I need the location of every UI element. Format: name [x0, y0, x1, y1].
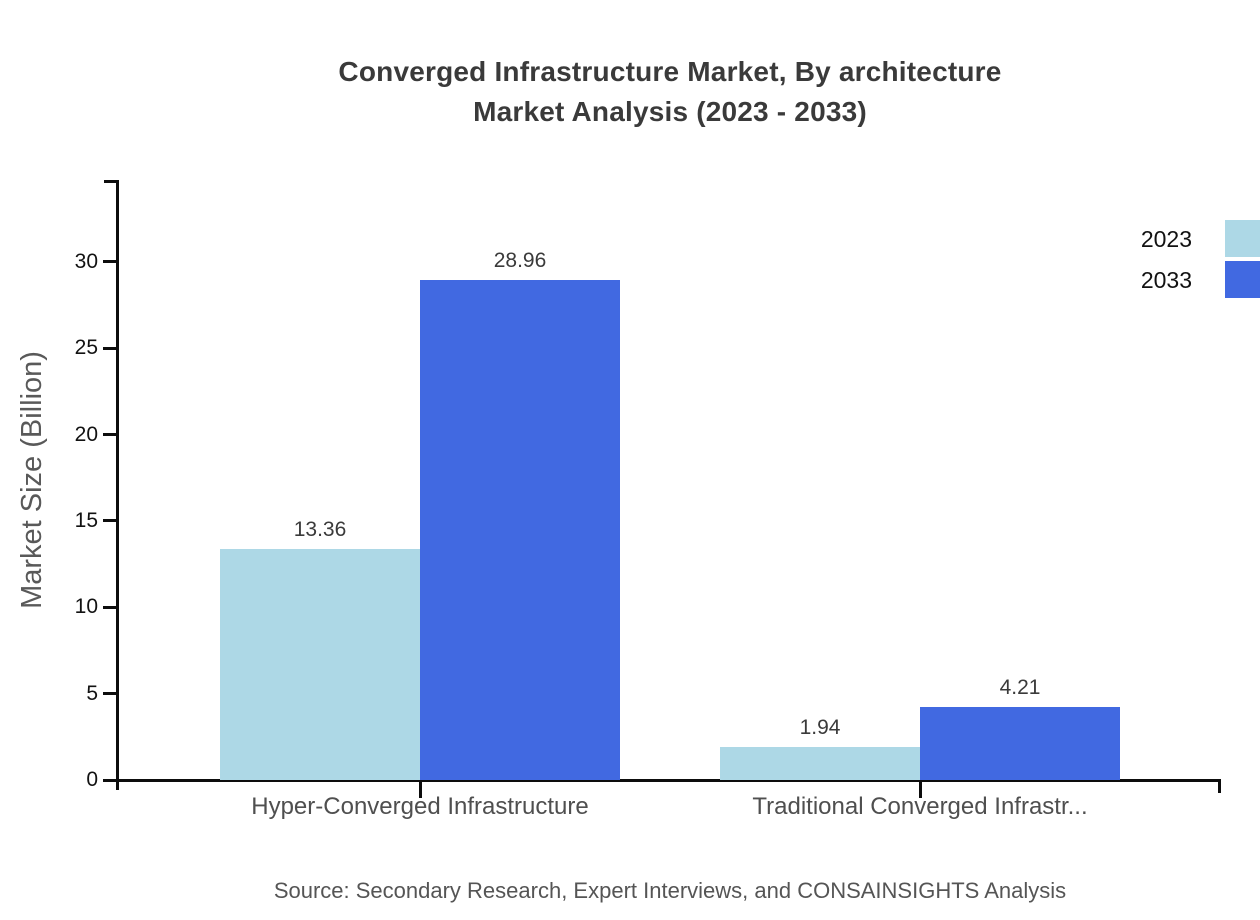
bar-value-label: 1.94 — [799, 715, 841, 739]
source-note: Source: Secondary Research, Expert Inter… — [273, 878, 1067, 903]
y-tick — [103, 692, 117, 696]
bar-value-label: 4.21 — [999, 676, 1041, 700]
bar-2033-cat0 — [420, 279, 620, 780]
y-tick-label: 15 — [74, 508, 98, 532]
y-axis-end-tick — [104, 180, 119, 183]
x-axis-line — [103, 779, 1221, 782]
y-tick — [103, 260, 117, 264]
chart-title-line2: Market Analysis (2023 - 2033) — [473, 96, 867, 127]
x-axis-end-tick — [1218, 779, 1221, 793]
bar-2023-cat0 — [220, 549, 420, 780]
bar-2023-cat1 — [720, 746, 920, 780]
y-tick-label: 10 — [74, 595, 98, 619]
y-tick — [103, 778, 117, 782]
y-tick-label: 0 — [86, 768, 98, 791]
y-tick-label: 30 — [74, 249, 98, 273]
y-tick — [103, 433, 117, 437]
x-category-label: Hyper-Converged Infrastructure — [251, 793, 589, 820]
x-tick — [918, 780, 922, 798]
legend-label-2033: 2033 — [1140, 266, 1192, 293]
x-category-label: Traditional Converged Infrastr... — [752, 793, 1088, 820]
x-tick — [418, 780, 422, 798]
bar-value-label: 13.36 — [293, 518, 347, 542]
chart-title: Converged Infrastructure Market, By arch… — [140, 52, 1200, 132]
legend-label-2023: 2023 — [1140, 226, 1192, 252]
bar-value-label: 28.96 — [493, 248, 547, 272]
bar-2033-cat1 — [920, 707, 1120, 780]
legend-swatch-2033 — [1225, 260, 1260, 298]
y-tick — [103, 346, 117, 350]
y-tick-label: 20 — [74, 422, 98, 446]
y-tick — [103, 519, 117, 523]
legend-swatch-2023 — [1225, 220, 1260, 257]
y-axis-line — [116, 180, 119, 790]
y-tick-label: 5 — [86, 681, 98, 705]
y-tick — [103, 605, 117, 609]
chart-title-line1: Converged Infrastructure Market, By arch… — [338, 56, 1002, 87]
y-tick-label: 25 — [74, 336, 98, 360]
